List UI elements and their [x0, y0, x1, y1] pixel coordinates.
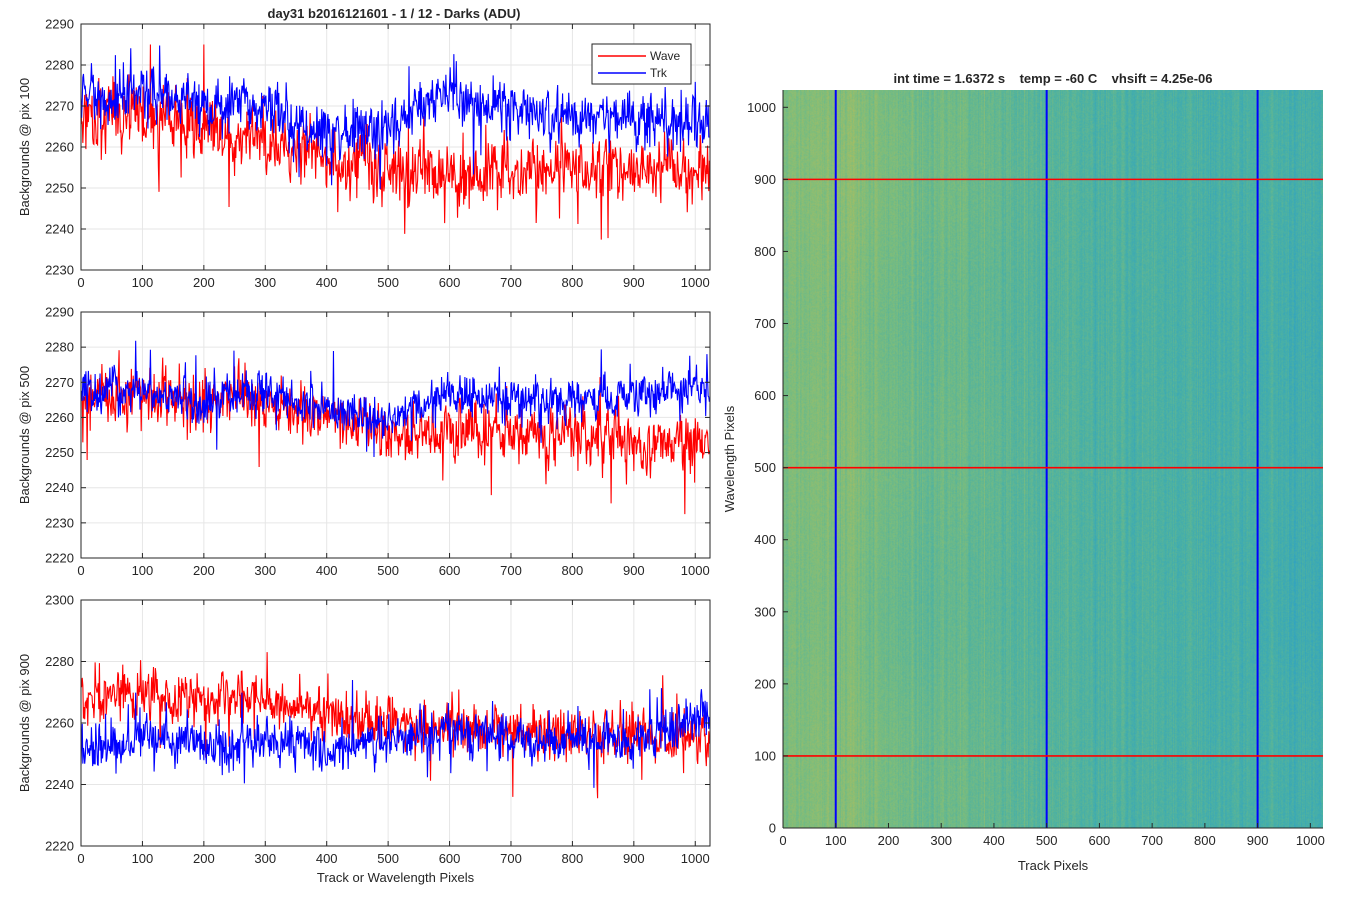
x-tick-label: 800: [562, 851, 584, 866]
y-tick-label: 2240: [45, 777, 74, 792]
y-tick-label: 2260: [45, 410, 74, 425]
x-tick-label: 900: [623, 275, 645, 290]
x-tick-label: 1000: [1296, 833, 1325, 848]
legend-entry-wave: Wave: [650, 49, 681, 63]
y-tick-label: 2270: [45, 99, 74, 114]
x-tick-label: 300: [254, 851, 276, 866]
x-tick-label: 700: [500, 275, 522, 290]
x-tick-label: 1000: [681, 275, 710, 290]
y-tick-label: 2240: [45, 480, 74, 495]
x-tick-label: 900: [623, 851, 645, 866]
x-tick-label: 200: [878, 833, 900, 848]
y-tick-label: 2270: [45, 375, 74, 390]
x-tick-label: 600: [439, 563, 461, 578]
x-tick-label: 800: [562, 275, 584, 290]
x-tick-label: 700: [1141, 833, 1163, 848]
x-tick-label: 900: [623, 563, 645, 578]
x-tick-label: 0: [77, 563, 84, 578]
legend-box: [591, 43, 692, 85]
x-tick-label: 200: [193, 275, 215, 290]
x-tick-label: 700: [500, 851, 522, 866]
x-tick-label: 600: [439, 851, 461, 866]
y-tick-label: 2230: [45, 263, 74, 278]
y-tick-label: 200: [754, 676, 776, 691]
y-tick-label: 2290: [45, 17, 74, 32]
y-tick-label: 1000: [747, 100, 776, 115]
image-title: int time = 1.6372 s temp = -60 C vhsift …: [893, 71, 1212, 86]
x-axis-label: Track or Wavelength Pixels: [317, 870, 475, 885]
x-tick-label: 400: [983, 833, 1005, 848]
y-tick-label: 2250: [45, 445, 74, 460]
x-tick-label: 200: [193, 563, 215, 578]
series-line-wave: [81, 44, 710, 240]
chart-dark-image: 0 100 200 300 400 500 600 700 800 900 1000 0 100 200 3…: [722, 71, 1325, 873]
y-axis-label: Wavelength Pixels: [722, 405, 737, 512]
y-tick-label: 100: [754, 748, 776, 763]
series-line-trk: [81, 679, 710, 788]
y-tick-label: 600: [754, 388, 776, 403]
x-tick-label: 1000: [681, 851, 710, 866]
x-tick-label: 800: [1194, 833, 1216, 848]
y-tick-label: 900: [754, 172, 776, 187]
y-tick-label: 300: [754, 604, 776, 619]
y-axis-label: Backgrounds @ pix 500: [17, 366, 32, 504]
y-tick-label: 2230: [45, 515, 74, 530]
x-tick-label: 0: [77, 851, 84, 866]
figure-title: day31 b2016121601 - 1 / 12 - Darks (ADU): [268, 6, 521, 21]
x-tick-label: 300: [254, 275, 276, 290]
x-tick-label: 500: [377, 851, 399, 866]
x-tick-label: 400: [316, 275, 338, 290]
y-tick-label: 2260: [45, 140, 74, 155]
x-tick-label: 100: [132, 275, 154, 290]
y-tick-label: 2240: [45, 222, 74, 237]
axes-box: [80, 311, 711, 559]
y-tick-label: 2220: [45, 551, 74, 566]
x-tick-label: 500: [377, 275, 399, 290]
x-tick-label: 100: [132, 851, 154, 866]
x-tick-label: 900: [1247, 833, 1269, 848]
y-tick-label: 0: [769, 821, 776, 836]
y-axis-label: Backgrounds @ pix 100: [17, 78, 32, 216]
series-line-trk: [81, 45, 710, 189]
y-tick-label: 2290: [45, 305, 74, 320]
y-tick-label: 2300: [45, 593, 74, 608]
y-tick-label: 2250: [45, 181, 74, 196]
chart-backgrounds-pix-500: 0 100 200 300 400 500 600 700 800 900 1000 2220 2230…: [17, 305, 711, 578]
x-tick-label: 1000: [681, 563, 710, 578]
x-tick-label: 0: [77, 275, 84, 290]
y-tick-label: 400: [754, 532, 776, 547]
y-tick-label: 800: [754, 244, 776, 259]
y-tick-label: 500: [754, 460, 776, 475]
x-tick-label: 200: [193, 851, 215, 866]
x-tick-label: 400: [316, 851, 338, 866]
x-tick-label: 300: [930, 833, 952, 848]
x-tick-label: 600: [1089, 833, 1111, 848]
chart-backgrounds-pix-100: 0 100 200 300 400 500 600 700 800 900 1000 2230 2240…: [17, 17, 711, 290]
x-tick-label: 800: [562, 563, 584, 578]
x-tick-label: 300: [254, 563, 276, 578]
x-tick-label: 0: [779, 833, 786, 848]
heatmap-image: [783, 90, 1323, 828]
y-tick-label: 2280: [45, 654, 74, 669]
series-line-trk: [81, 340, 710, 458]
chart-backgrounds-pix-900: 0 100 200 300 400 500 600 700 800 900 1000 2220 2240…: [17, 593, 711, 885]
x-tick-label: 500: [1036, 833, 1058, 848]
y-tick-label: 2260: [45, 716, 74, 731]
y-axis-label: Backgrounds @ pix 900: [17, 654, 32, 792]
legend-entry-trk: Trk: [650, 66, 668, 80]
series-line-wave: [81, 652, 710, 799]
x-axis-label: Track Pixels: [1018, 858, 1089, 873]
y-tick-label: 2280: [45, 340, 74, 355]
x-tick-label: 600: [439, 275, 461, 290]
x-tick-label: 700: [500, 563, 522, 578]
x-tick-label: 100: [825, 833, 847, 848]
y-tick-label: 2280: [45, 58, 74, 73]
x-tick-label: 100: [132, 563, 154, 578]
x-tick-label: 400: [316, 563, 338, 578]
x-tick-label: 500: [377, 563, 399, 578]
y-tick-label: 2220: [45, 839, 74, 854]
legend: Wave Trk: [591, 43, 692, 85]
y-tick-label: 700: [754, 316, 776, 331]
